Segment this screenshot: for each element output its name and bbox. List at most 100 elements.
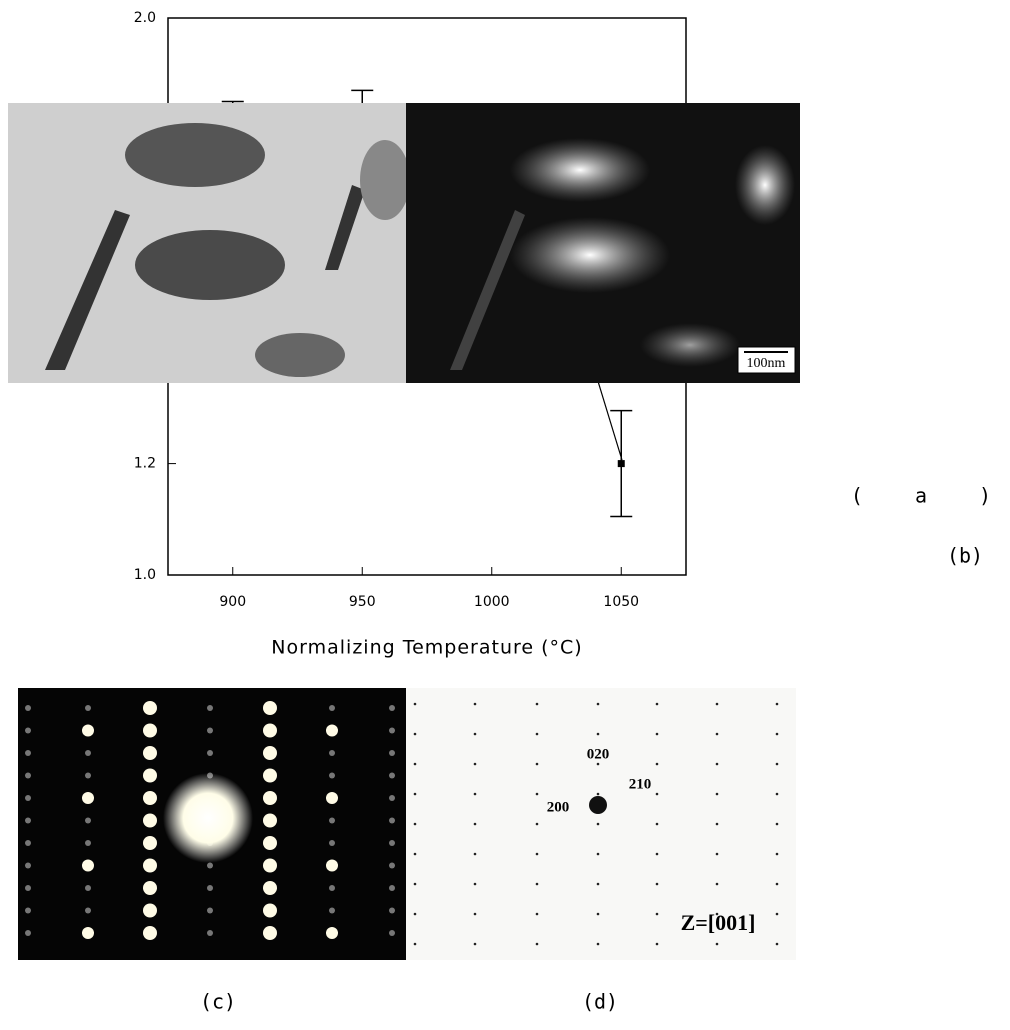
index-dot	[776, 793, 779, 796]
index-dot	[656, 883, 659, 886]
diffraction-spot	[263, 814, 277, 828]
diffraction-spot	[85, 840, 91, 846]
bright-spot	[510, 138, 650, 202]
diffraction-spot	[263, 791, 277, 805]
diffraction-spot	[207, 930, 213, 936]
index-dot	[716, 733, 719, 736]
y-tick-label: 1.2	[134, 456, 156, 472]
diffraction-spot	[143, 791, 157, 805]
diffraction-spot	[82, 792, 94, 804]
diffraction-spot	[326, 927, 338, 939]
index-dot	[536, 883, 539, 886]
diffraction-spot	[326, 860, 338, 872]
index-dot	[536, 763, 539, 766]
y-tick-label: 2.0	[134, 10, 156, 26]
diffraction-spot	[389, 908, 395, 914]
index-dot	[776, 823, 779, 826]
diffraction-spot	[143, 904, 157, 918]
panel-label: (c)	[200, 990, 236, 1014]
diffraction-spot	[85, 818, 91, 824]
diffraction-spot	[329, 840, 335, 846]
diffraction-spot	[207, 750, 213, 756]
diffraction-spot	[25, 885, 31, 891]
index-dot	[536, 853, 539, 856]
diffraction-spot	[207, 863, 213, 869]
index-dot	[597, 943, 600, 946]
index-dot	[597, 853, 600, 856]
index-dot	[776, 703, 779, 706]
x-tick-label: 900	[219, 594, 246, 610]
index-dot	[414, 733, 417, 736]
index-dot	[536, 943, 539, 946]
diffraction-spot	[25, 795, 31, 801]
index-dot	[656, 943, 659, 946]
index-dot	[414, 883, 417, 886]
index-dot	[656, 793, 659, 796]
index-dot	[474, 763, 477, 766]
index-dot	[414, 853, 417, 856]
diffraction-spot	[25, 930, 31, 936]
index-dot	[414, 823, 417, 826]
diffraction-spot	[143, 926, 157, 940]
x-tick-label: 1050	[603, 594, 639, 610]
index-dot	[474, 733, 477, 736]
index-dot	[536, 733, 539, 736]
diffraction-spot	[389, 840, 395, 846]
index-dot	[656, 853, 659, 856]
index-dot	[414, 793, 417, 796]
diffraction-spot	[326, 792, 338, 804]
figure: 1.01.21.41.61.82.090095010001050 Normali…	[0, 0, 1010, 1030]
diffraction-spot	[263, 926, 277, 940]
index-dot	[474, 823, 477, 826]
diffraction-spot	[263, 904, 277, 918]
diffraction-spot	[143, 836, 157, 850]
diffraction-spot	[263, 836, 277, 850]
origin-spot	[589, 796, 607, 814]
diffraction-spot	[389, 750, 395, 756]
diffraction-spot	[263, 881, 277, 895]
panel-label: (d)	[582, 990, 618, 1014]
index-dot	[776, 943, 779, 946]
y-tick-label: 1.0	[134, 567, 156, 583]
index-dot	[597, 733, 600, 736]
index-dot	[474, 913, 477, 916]
diffraction-spot	[25, 863, 31, 869]
diffraction-spot	[329, 818, 335, 824]
diffraction-spot	[25, 750, 31, 756]
diffraction-spot	[207, 728, 213, 734]
index-dot	[597, 823, 600, 826]
index-label: 200	[547, 799, 570, 815]
x-tick-label: 1000	[474, 594, 510, 610]
index-dot	[597, 703, 600, 706]
diffraction-spot	[82, 860, 94, 872]
diffraction-spot	[143, 769, 157, 783]
diffraction-spot	[389, 795, 395, 801]
index-dot	[716, 943, 719, 946]
index-dot	[656, 763, 659, 766]
diffraction-spot	[143, 724, 157, 738]
index-dot	[776, 733, 779, 736]
index-dot	[656, 733, 659, 736]
diffraction-spot	[25, 728, 31, 734]
x-tick-label: 950	[349, 594, 376, 610]
index-dot	[414, 943, 417, 946]
particle	[135, 230, 285, 300]
index-dot	[716, 823, 719, 826]
index-dot	[716, 763, 719, 766]
diffraction-spot	[263, 746, 277, 760]
index-dot	[716, 703, 719, 706]
index-dot	[414, 763, 417, 766]
index-dot	[474, 703, 477, 706]
bright-spot	[735, 145, 795, 225]
index-dot	[716, 883, 719, 886]
transmitted-beam	[163, 773, 253, 863]
diffraction-spot	[389, 728, 395, 734]
diffraction-spot	[263, 701, 277, 715]
x-axis-label: Normalizing Temperature (°C)	[271, 637, 582, 659]
diffraction-spot	[82, 725, 94, 737]
scale-bar-label: 100nm	[747, 356, 786, 371]
leader-line	[597, 378, 622, 460]
index-dot	[776, 853, 779, 856]
index-dot	[536, 703, 539, 706]
diffraction-spot	[329, 885, 335, 891]
